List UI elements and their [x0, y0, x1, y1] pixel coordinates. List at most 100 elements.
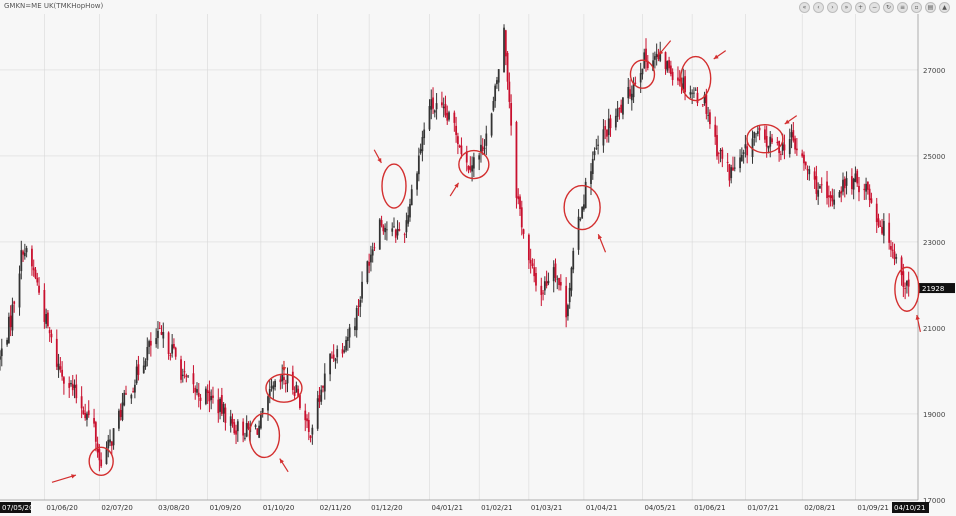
candle-body: [183, 371, 186, 373]
zoom-out-icon[interactable]: −: [869, 2, 880, 13]
candle-body: [863, 188, 866, 191]
candle-body: [888, 222, 891, 243]
candle-body: [38, 285, 40, 293]
print-icon[interactable]: ▤: [925, 2, 936, 13]
candle-body: [641, 68, 644, 75]
properties-icon[interactable]: ≡: [897, 2, 908, 13]
candle-body: [380, 220, 383, 226]
candle-body: [11, 304, 14, 331]
candle-body: [694, 89, 697, 91]
candle-body: [659, 51, 662, 61]
candle-body: [764, 129, 766, 140]
candle-body: [13, 301, 16, 304]
candle-body: [870, 198, 873, 203]
candle-body: [790, 132, 793, 138]
candle-body: [490, 113, 493, 136]
next-icon[interactable]: »: [841, 2, 852, 13]
candle-body: [545, 281, 548, 286]
candle-body: [267, 396, 269, 411]
candle-body: [570, 267, 573, 291]
annotation-circle: [746, 124, 784, 154]
candle-body: [781, 142, 784, 151]
candle-body: [405, 220, 408, 233]
candle-body: [355, 307, 358, 331]
candle-body: [87, 410, 90, 416]
annotation-arrowhead: [71, 474, 76, 479]
annotation-arrowhead: [658, 50, 664, 56]
candle-body: [417, 155, 420, 175]
play-icon[interactable]: ›: [827, 2, 838, 13]
candle-body: [819, 186, 821, 189]
candle-body: [7, 316, 10, 344]
candle-body: [465, 151, 468, 163]
candle-body: [229, 416, 232, 426]
candle-body: [393, 226, 395, 228]
candles: [0, 24, 910, 472]
candle-body: [739, 157, 741, 169]
candle-body: [714, 124, 717, 137]
candle-body: [496, 80, 498, 85]
candle-body: [900, 257, 903, 276]
candle-body: [740, 154, 743, 162]
candle-body: [82, 410, 85, 415]
candle-body: [242, 421, 245, 436]
x-tick-label: 04/01/21: [431, 504, 462, 512]
candle-body: [522, 229, 525, 234]
candle-body: [286, 374, 289, 384]
candle-body: [43, 289, 46, 322]
collapse-icon[interactable]: ▲: [939, 2, 950, 13]
candle-body: [284, 382, 287, 385]
candle-body: [453, 112, 456, 123]
candle-body: [346, 337, 349, 341]
candle-body: [368, 261, 371, 266]
zoom-in-icon[interactable]: +: [855, 2, 866, 13]
candle-body: [94, 422, 97, 442]
candle-body: [701, 104, 704, 106]
first-icon[interactable]: «: [799, 2, 810, 13]
candle-body: [316, 398, 319, 429]
candle-body: [9, 315, 12, 328]
candle-body: [891, 249, 894, 251]
candle-body: [441, 102, 443, 106]
candle-body: [634, 82, 637, 84]
candle-body: [632, 82, 635, 98]
candle-body: [187, 375, 190, 377]
candle-body: [219, 398, 221, 412]
candle-body: [645, 48, 647, 62]
candle-body: [160, 331, 163, 335]
y-tick-label: 19000: [923, 411, 945, 419]
candle-body: [567, 305, 569, 317]
candle-body: [45, 314, 48, 324]
candle-body: [137, 364, 140, 375]
candle-body: [23, 252, 26, 257]
candle-body: [806, 169, 809, 171]
candle-body: [666, 61, 669, 71]
candle-body: [84, 412, 87, 419]
refresh-icon[interactable]: ↻: [883, 2, 894, 13]
candle-body: [840, 190, 843, 194]
prev-icon[interactable]: ‹: [813, 2, 824, 13]
candle-body: [48, 330, 51, 334]
candle-body: [732, 167, 734, 171]
candle-body: [565, 285, 568, 318]
candle-body: [373, 247, 376, 249]
candle-body: [212, 395, 214, 398]
annotation-circle: [381, 163, 407, 209]
candle-body: [497, 69, 500, 83]
settings-icon[interactable]: ▫: [911, 2, 922, 13]
candle-body: [904, 288, 907, 290]
candle-body: [865, 183, 867, 192]
candle-body: [826, 181, 828, 199]
candle-body: [721, 149, 724, 159]
candle-body: [334, 358, 337, 361]
candle-body: [755, 133, 757, 135]
candle-body: [272, 385, 275, 390]
candle-body: [71, 383, 74, 391]
candle-body: [20, 250, 23, 272]
candle-body: [231, 419, 234, 424]
x-tick-label: 01/04/21: [586, 504, 617, 512]
last-price-badge: [919, 283, 955, 294]
candle-body: [270, 386, 273, 388]
candle-body: [669, 65, 672, 75]
